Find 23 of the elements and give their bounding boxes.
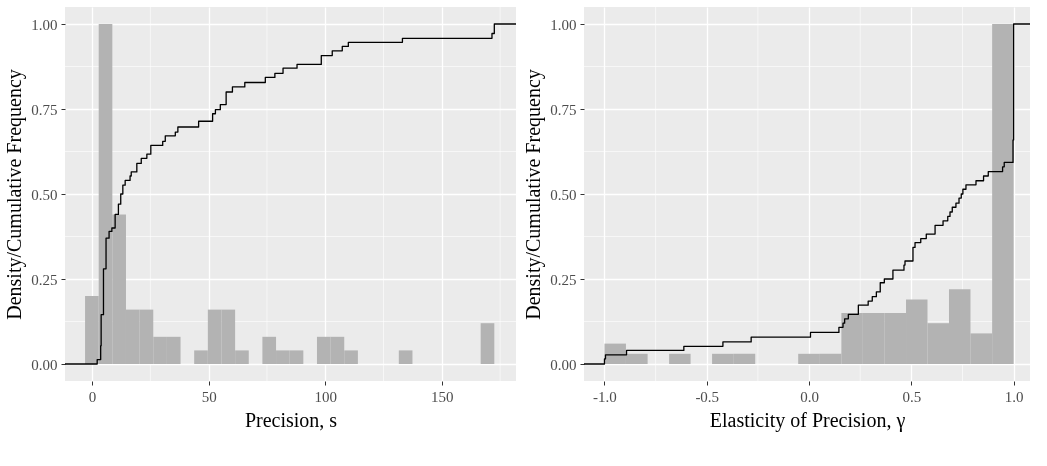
y-tick-label: 0.25 [31,271,58,288]
y-tick-label: 1.00 [550,16,577,33]
x-tick-label: -1.0 [593,388,617,405]
x-axis-title: Elasticity of Precision, γ [709,408,906,432]
x-tick-label: 1.0 [1004,388,1024,405]
x-tick-label: 100 [314,388,337,405]
y-tick-label: 0.75 [550,101,577,118]
y-axis-title: Density/Cumulative Frequency [522,69,546,320]
x-tick-label: 50 [201,388,217,405]
y-tick-label: 0.50 [31,186,58,203]
y-tick-label: 1.00 [31,16,58,33]
x-tick-label: 0 [88,388,97,405]
y-tick-label: 0.25 [550,271,577,288]
y-tick-label: 0.00 [550,356,577,373]
y-tick-label: 0.50 [550,186,577,203]
x-axis-title: Precision, s [244,408,338,431]
y-tick-label: 0.75 [31,101,58,118]
x-tick-label: -0.5 [695,388,720,405]
x-tick-label: 150 [431,388,454,405]
y-tick-label: 0.00 [31,356,58,373]
y-axis-title: Density/Cumulative Frequency [3,69,27,320]
x-tick-label: 0.5 [902,388,922,405]
x-tick-label: 0.0 [800,388,819,405]
